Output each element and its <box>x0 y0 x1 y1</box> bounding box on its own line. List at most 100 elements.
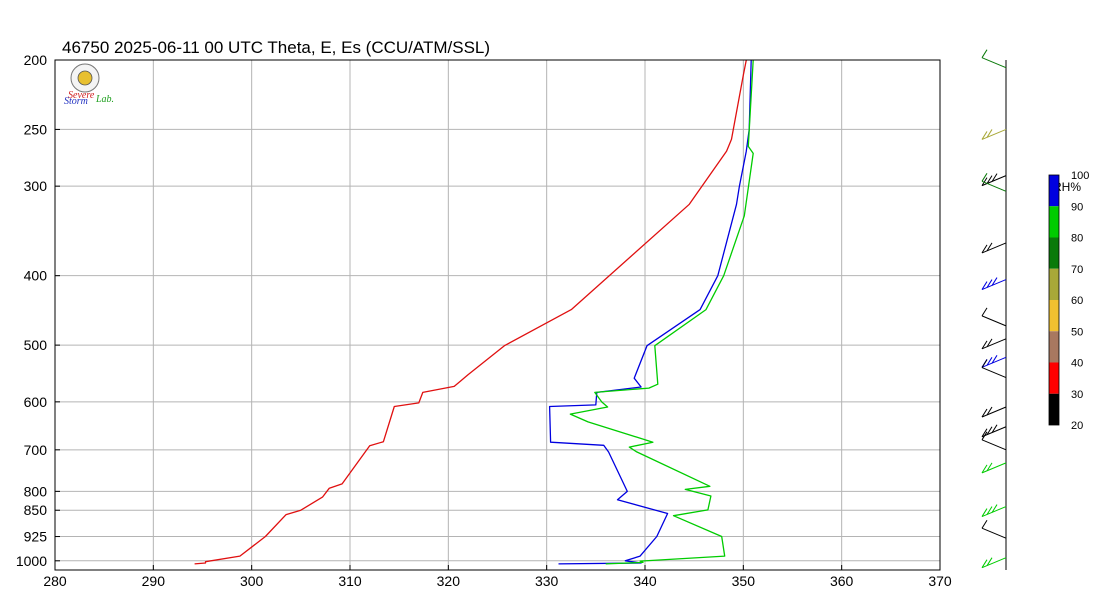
wind-barb-feather <box>991 173 998 182</box>
wind-barb <box>981 431 1007 451</box>
colorbar-segment <box>1049 237 1059 269</box>
wind-barb <box>981 406 1007 418</box>
wind-barb-shaft <box>981 367 1007 379</box>
wind-barbs <box>981 49 1007 570</box>
wind-barb-shaft <box>981 338 1007 350</box>
wind-barb-feather <box>986 357 993 366</box>
colorbar-segment <box>1049 175 1059 207</box>
x-tick-label: 370 <box>928 573 952 589</box>
wind-barb-feather <box>991 504 998 513</box>
wind-barb-shaft <box>981 175 1007 187</box>
y-tick-label: 500 <box>24 337 48 353</box>
colorbar-tick-label: 70 <box>1071 264 1083 276</box>
colorbar-tick-label: 50 <box>1071 326 1083 338</box>
y-tick-label: 300 <box>24 178 48 194</box>
colorbar-frame <box>1048 174 1060 426</box>
wind-barb <box>981 557 1007 569</box>
wind-barb <box>981 338 1007 350</box>
y-tick-label: 700 <box>24 442 48 458</box>
wind-barb <box>981 128 1007 140</box>
y-tick-label: 925 <box>24 529 48 545</box>
y-tick-label: 800 <box>24 483 48 499</box>
wind-barb-shaft <box>981 356 1007 368</box>
wind-barb-feather <box>981 173 988 182</box>
wind-barb-shaft <box>981 506 1007 518</box>
wind-barb-feather <box>981 177 988 186</box>
wind-barb <box>981 519 1007 539</box>
plot-frame <box>54 59 941 571</box>
x-tick-label: 290 <box>142 573 166 589</box>
wind-barb-feather <box>981 408 988 418</box>
wind-barb <box>981 462 1007 474</box>
x-tick-label: 360 <box>830 573 854 589</box>
y-tick-label: 400 <box>24 268 48 284</box>
wind-barb <box>981 504 1007 518</box>
wind-barb-feather <box>991 355 998 364</box>
wind-barb-feather <box>981 244 988 254</box>
x-tick-label: 340 <box>633 573 657 589</box>
wind-barb-shaft <box>981 180 1007 192</box>
wind-barb-feather <box>981 428 988 438</box>
wind-barb <box>981 359 1007 379</box>
wind-barb-shaft <box>981 527 1007 539</box>
x-tick-labels: 280 290 300 310 320 330 340 350 360 370 <box>43 573 952 589</box>
wind-barb-feather <box>981 519 988 529</box>
wind-barb-shaft <box>981 242 1007 254</box>
series-line-2 <box>569 59 754 565</box>
wind-barb-feather <box>981 131 988 140</box>
x-tick-label: 330 <box>535 573 559 589</box>
wind-barb <box>981 173 1007 192</box>
wind-barb-shaft <box>981 128 1007 140</box>
wind-barb-feather <box>981 49 988 58</box>
wind-barb-feather <box>981 431 988 441</box>
wind-barb <box>981 277 1007 291</box>
y-tick-label: 200 <box>24 52 48 68</box>
colorbar-tick-label: 30 <box>1071 389 1083 401</box>
colorbar-segment <box>1049 331 1059 363</box>
wind-barb-feather <box>986 426 993 436</box>
logo-text-storm: Storm <box>64 96 88 107</box>
wind-barb-shaft <box>981 462 1007 474</box>
wind-barb-feather <box>986 129 993 138</box>
colorbar-segment <box>1049 206 1059 238</box>
y-tick-label: 1000 <box>16 553 47 569</box>
wind-barb-feather <box>986 279 993 288</box>
wind-barb <box>981 49 1007 69</box>
wind-barb <box>981 424 1007 438</box>
colorbar-tick-label: 90 <box>1071 201 1083 213</box>
series-line-0 <box>194 59 747 565</box>
colorbar-tick-label: 60 <box>1071 295 1083 307</box>
colorbar-segment <box>1049 393 1059 425</box>
wind-barb-feather <box>981 340 988 350</box>
colorbar-tick-label: 40 <box>1071 358 1083 370</box>
wind-barb-feather <box>986 175 993 184</box>
y-tick-labels: 200 250 300 400 500 600 700 800 850 925 1000 <box>16 52 47 569</box>
chart-title: 46750 2025-06-11 00 UTC Theta, E, Es (CC… <box>62 38 490 57</box>
wind-barb-shaft <box>981 426 1007 438</box>
wind-barb-feather <box>986 462 993 472</box>
y-tick-label: 250 <box>24 121 48 137</box>
colorbar-label: RH% <box>1053 180 1081 194</box>
x-tick-label: 280 <box>43 573 67 589</box>
wind-barb <box>981 307 1007 327</box>
x-tick-label: 300 <box>240 573 264 589</box>
wind-barb-feather <box>991 424 998 434</box>
colorbar-tick-label: 20 <box>1071 420 1083 432</box>
grid <box>54 59 941 570</box>
wind-barb-feather <box>981 559 988 568</box>
y-tick-label: 850 <box>24 502 48 518</box>
x-tick-label: 320 <box>437 573 461 589</box>
wind-barb-feather <box>986 338 993 348</box>
wind-barb <box>981 242 1007 254</box>
rh-colorbar: RH% 100 90 80 70 60 50 40 30 20 <box>1048 170 1089 432</box>
wind-barb-shaft <box>981 557 1007 569</box>
wind-barb-feather <box>981 281 988 290</box>
colorbar-segment <box>1049 362 1059 394</box>
x-tick-label: 310 <box>338 573 362 589</box>
y-tick-label: 600 <box>24 394 48 410</box>
x-tick-label: 350 <box>732 573 756 589</box>
wind-barb-shaft <box>981 406 1007 418</box>
colorbar-tick-label: 100 <box>1071 170 1089 182</box>
wind-barb <box>981 173 1007 187</box>
